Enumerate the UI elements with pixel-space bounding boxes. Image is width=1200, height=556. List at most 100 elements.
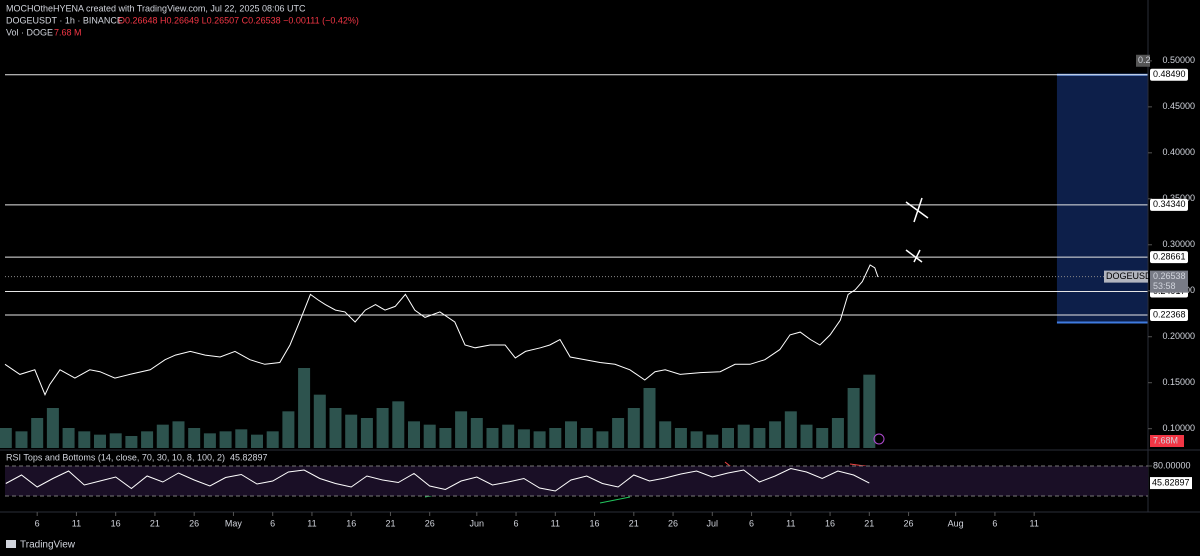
volume-bar xyxy=(565,421,578,448)
volume-last: 7.68 M xyxy=(54,27,82,37)
y-tick-label: 0.45000 xyxy=(1162,101,1195,111)
x-tick-label: 21 xyxy=(385,518,395,528)
cross-mark xyxy=(905,197,929,223)
rsi-line xyxy=(5,467,870,492)
symbol-label: DOGEUSDT xyxy=(1106,271,1158,281)
x-tick-label: 6 xyxy=(270,518,275,528)
x-tick-label: 26 xyxy=(425,518,435,528)
volume-bar xyxy=(643,388,656,448)
rsi-value-label: 45.82897 xyxy=(1152,477,1190,487)
position-box xyxy=(1056,74,1148,323)
y-tick-label: 0.40000 xyxy=(1162,147,1195,157)
y-tick-label: 0.20000 xyxy=(1162,331,1195,341)
volume-bar xyxy=(141,431,154,448)
volume-bar xyxy=(345,414,358,448)
volume-bar xyxy=(266,431,279,448)
rsi-band xyxy=(5,466,1148,496)
volume-bar xyxy=(188,428,201,448)
x-tick-label: May xyxy=(225,518,243,528)
volume-bar xyxy=(455,411,468,448)
y-tick-label: 0.15000 xyxy=(1162,377,1195,387)
volume-bar xyxy=(580,428,593,448)
volume-bar xyxy=(93,434,106,448)
cross-mark xyxy=(905,249,923,263)
volume-bar xyxy=(800,424,813,448)
volume-bar xyxy=(737,424,750,448)
x-tick-label: 6 xyxy=(514,518,519,528)
volume-bar xyxy=(298,368,311,448)
volume-axis-label: 7.68M xyxy=(1153,435,1178,445)
level-label-box xyxy=(1150,198,1188,211)
x-tick-label: 11 xyxy=(551,518,560,528)
level-label: 0.34340 xyxy=(1153,199,1186,209)
volume-bar xyxy=(250,434,263,448)
volume-bar xyxy=(659,421,672,448)
volume-bar xyxy=(282,411,295,448)
volume-label-box xyxy=(1150,435,1184,447)
volume-bar xyxy=(329,408,342,448)
volume-bar xyxy=(46,408,59,448)
volume-bar xyxy=(423,424,436,448)
x-tick-label: Aug xyxy=(948,518,964,528)
volume-bar xyxy=(517,429,530,448)
volume-bar xyxy=(627,408,640,448)
volume-bar xyxy=(109,433,122,448)
volume-bar xyxy=(392,401,405,448)
volume-bar xyxy=(78,431,91,448)
volume-bar xyxy=(596,431,609,448)
volume-bar xyxy=(769,421,782,448)
rsi-value-box xyxy=(1150,477,1192,490)
alert-icon xyxy=(873,433,885,445)
x-tick-label: Jul xyxy=(707,518,719,528)
volume-bar xyxy=(706,434,719,448)
volume-bar xyxy=(439,428,452,448)
symbol: DOGEUSDT · 1h · BINANCE xyxy=(6,15,123,25)
volume-bar xyxy=(612,418,625,448)
rsi-value: 45.82897 xyxy=(230,452,268,462)
plot-layer xyxy=(0,73,1148,448)
credit: MOCHOtheHYENA created with TradingView.c… xyxy=(6,3,306,13)
y-tick-label: 0.50000 xyxy=(1162,55,1195,65)
volume-bar xyxy=(31,418,44,448)
volume-bar xyxy=(470,418,483,448)
volume-bar xyxy=(219,431,232,448)
x-tick-label: 11 xyxy=(786,518,795,528)
x-tick-label: 26 xyxy=(904,518,914,528)
last-price-label: 0.26538 xyxy=(1153,271,1186,281)
volume-bar xyxy=(863,374,876,448)
y-tick-label: 0.10000 xyxy=(1162,423,1195,433)
volume-bar xyxy=(235,429,248,448)
volume-bar xyxy=(62,428,75,448)
x-tick-label: 16 xyxy=(111,518,121,528)
volume-bar xyxy=(502,424,515,448)
x-tick-label: 11 xyxy=(72,518,81,528)
volume-bar xyxy=(753,428,766,448)
position-label: 0.2 xyxy=(1138,55,1151,65)
rsi-title: RSI Tops and Bottoms (14, close, 70, 30,… xyxy=(6,452,225,462)
x-tick-label: 11 xyxy=(1029,518,1038,528)
volume-bar xyxy=(376,408,389,448)
volume-bar xyxy=(125,436,138,448)
level-label: 0.22368 xyxy=(1153,309,1186,319)
volume-bar xyxy=(549,428,562,448)
x-tick-label: 21 xyxy=(150,518,160,528)
x-tick-label: 16 xyxy=(346,518,356,528)
volume-name: Vol · DOGE xyxy=(6,27,53,37)
x-tick-label: 6 xyxy=(749,518,754,528)
position-label-box xyxy=(1136,54,1150,67)
last-price-box xyxy=(1150,270,1188,293)
volume-bar xyxy=(847,388,860,448)
volume-bar xyxy=(156,424,169,448)
volume-bar xyxy=(816,428,829,448)
level-label: 0.28661 xyxy=(1153,251,1186,261)
ohlc: O0.26648 H0.26649 L0.26507 C0.26538 −0.0… xyxy=(118,15,359,25)
countdown: 53:58 xyxy=(1153,281,1176,291)
x-tick-label: 11 xyxy=(307,518,316,528)
volume-bar xyxy=(831,418,844,448)
x-tick-label: 16 xyxy=(825,518,835,528)
volume-bar xyxy=(360,418,373,448)
level-label-box xyxy=(1150,68,1188,81)
volume-bar xyxy=(533,431,546,448)
volume-bar xyxy=(674,428,687,448)
